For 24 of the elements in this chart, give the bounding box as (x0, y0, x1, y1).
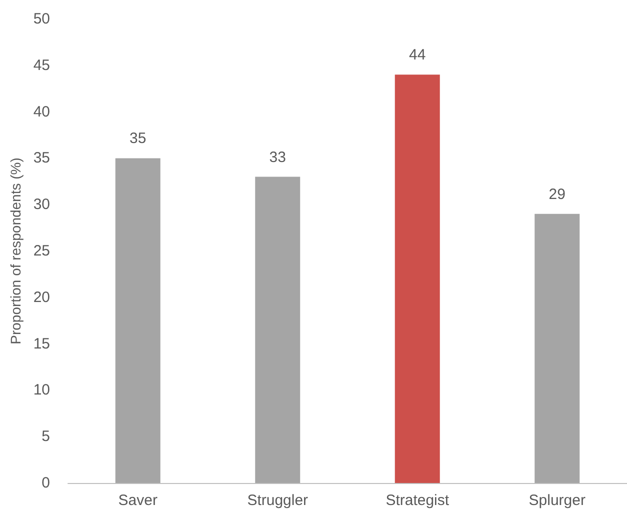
x-tick-label: Saver (118, 492, 158, 509)
y-tick-label: 0 (42, 474, 50, 492)
y-tick-label: 40 (33, 103, 50, 120)
x-tick-label: Strategist (386, 492, 450, 509)
y-tick-label: 20 (33, 288, 50, 306)
data-label: 29 (548, 186, 566, 203)
y-tick-label: 35 (33, 150, 50, 167)
x-tick-label: Struggler (247, 492, 308, 509)
data-label: 33 (269, 148, 286, 166)
y-tick-label: 5 (42, 428, 50, 446)
y-tick-label: 30 (33, 196, 50, 214)
bar (255, 176, 300, 483)
bar (394, 74, 440, 483)
y-tick-label: 25 (33, 242, 50, 260)
bar (115, 158, 160, 483)
y-tick-label: 45 (33, 56, 50, 74)
y-tick-label: 10 (33, 382, 50, 399)
y-tick-label: 50 (33, 10, 50, 28)
y-axis-title: Proportion of respondents (%) (7, 158, 24, 344)
data-label: 35 (130, 130, 146, 148)
y-tick-label: 15 (33, 335, 50, 352)
bar (534, 214, 580, 483)
data-label: 44 (409, 46, 426, 64)
x-tick-label: Splurger (528, 492, 586, 509)
